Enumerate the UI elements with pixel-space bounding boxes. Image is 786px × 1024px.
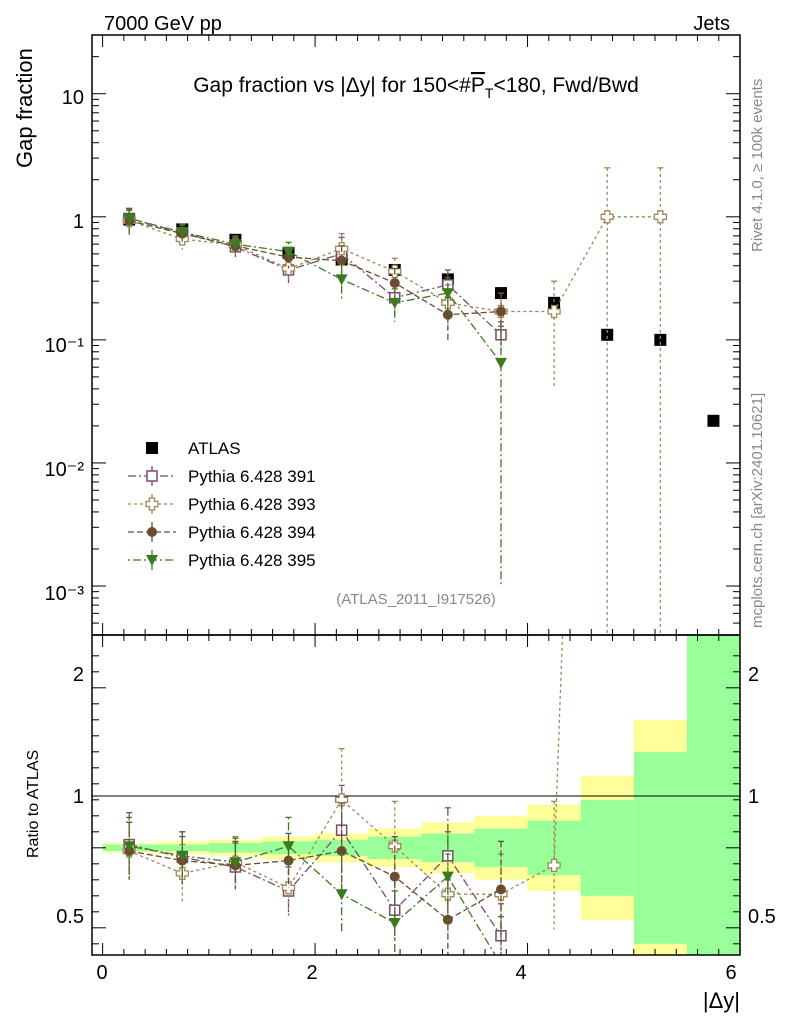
mc2-point xyxy=(281,261,296,276)
x-tick-label-6: 6 xyxy=(725,962,736,984)
legend-label-atlas: ATLAS xyxy=(188,439,241,458)
mc1-ratio-line xyxy=(129,829,502,937)
title-overlined-p: P xyxy=(471,74,485,97)
band-inner-bin xyxy=(633,751,687,944)
ratio-uncertainty-bands xyxy=(102,635,740,955)
main-panel-series xyxy=(122,167,720,635)
mc3-point xyxy=(495,306,506,317)
legend-label-395: Pythia 6.428 395 xyxy=(188,551,316,570)
mc2-point xyxy=(653,210,667,224)
chart-title: Gap fraction vs |Δy| for 150<#PT<180, Fw… xyxy=(193,74,639,101)
mc4-ratio-point xyxy=(441,871,454,883)
mc4-point xyxy=(388,297,401,309)
mc3-ratio-point xyxy=(389,871,400,882)
legend-label-391: Pythia 6.428 391 xyxy=(188,467,316,486)
x-axis-label: |Δy| xyxy=(703,988,740,1013)
legend-marker xyxy=(146,442,158,454)
legend-marker xyxy=(147,527,157,537)
ratio-axis-label: Ratio to ATLAS xyxy=(25,750,42,858)
ratio-tick-label-0.5-left: 0.5 xyxy=(56,906,84,928)
x-tick-label-0: 0 xyxy=(96,962,107,984)
y-tick-label-0.01: 10⁻² xyxy=(45,459,85,481)
ratio-tick-label-1-left: 1 xyxy=(73,786,84,808)
ratio-panel-frame xyxy=(91,634,741,956)
legend-marker xyxy=(146,470,158,482)
mc2-ratio-point xyxy=(547,858,561,873)
mc3-line xyxy=(129,220,502,316)
atlas-point xyxy=(654,333,667,346)
mcplots-label: mcplots.cern.ch [arXiv:2401.10621] xyxy=(749,393,766,628)
atlas-point xyxy=(707,414,720,427)
mc3-point xyxy=(336,255,347,266)
x-tick-label-4: 4 xyxy=(515,962,526,984)
ratio-tick-label-1-right: 1 xyxy=(748,786,759,808)
mc4-point xyxy=(123,213,136,225)
main-panel-frame xyxy=(91,34,741,636)
mc4-point xyxy=(282,246,295,258)
band-inner-bin xyxy=(580,799,634,896)
y-tick-label-1: 1 xyxy=(73,211,84,233)
legend-label-394: Pythia 6.428 394 xyxy=(188,523,316,542)
mc2-ratio-point xyxy=(334,793,349,807)
mc3-ratio-point xyxy=(495,884,506,895)
mc4-line xyxy=(129,217,502,364)
band-inner-bin xyxy=(686,635,740,955)
legend-marker xyxy=(145,497,159,511)
mc4-ratio-point xyxy=(388,918,401,929)
mc2-point xyxy=(600,210,614,224)
mc4-ratio-point xyxy=(282,841,295,853)
legend: ATLAS Pythia 6.428 391 Pythia 6.428 393 … xyxy=(128,439,316,570)
y-tick-label-10: 10 xyxy=(62,87,84,109)
mc2-point xyxy=(547,304,561,319)
rivet-version-label: Rivet 4.1.0, ≥ 100k events xyxy=(749,79,766,252)
x-tick-label-2: 2 xyxy=(306,962,317,984)
mc4-ratio-point xyxy=(176,850,189,862)
mc3-ratio-point xyxy=(336,846,347,856)
mc4-point xyxy=(335,274,348,286)
legend-label-393: Pythia 6.428 393 xyxy=(188,495,316,514)
process-label: Jets xyxy=(693,13,730,35)
atlas-point xyxy=(601,328,614,341)
mc3-point xyxy=(389,277,400,288)
mc4-ratio-point xyxy=(123,841,136,853)
ratio-tick-label-0.5-right: 0.5 xyxy=(748,906,776,928)
mc4-ratio-point xyxy=(335,889,348,901)
mc4-point xyxy=(176,227,189,239)
ratio-tick-label-2-right: 2 xyxy=(748,664,759,686)
legend-marker xyxy=(146,555,158,566)
axis-ticks xyxy=(92,34,741,955)
y-axis-label: Gap fraction xyxy=(12,48,37,168)
y-tick-label-0.1: 10⁻¹ xyxy=(45,335,85,357)
mc4-point xyxy=(441,288,454,300)
energy-label: 7000 GeV pp xyxy=(104,13,222,35)
y-tick-label-0.001: 10⁻³ xyxy=(45,583,85,605)
analysis-watermark: (ATLAS_2011_I917526) xyxy=(336,591,496,608)
mc4-ratio-line xyxy=(129,845,496,955)
mc4-point xyxy=(229,239,242,251)
mc4-point xyxy=(494,357,507,369)
ratio-tick-label-2-left: 2 xyxy=(73,664,84,686)
mc4-ratio-point xyxy=(229,857,242,869)
ratio-panel-series xyxy=(122,634,664,955)
